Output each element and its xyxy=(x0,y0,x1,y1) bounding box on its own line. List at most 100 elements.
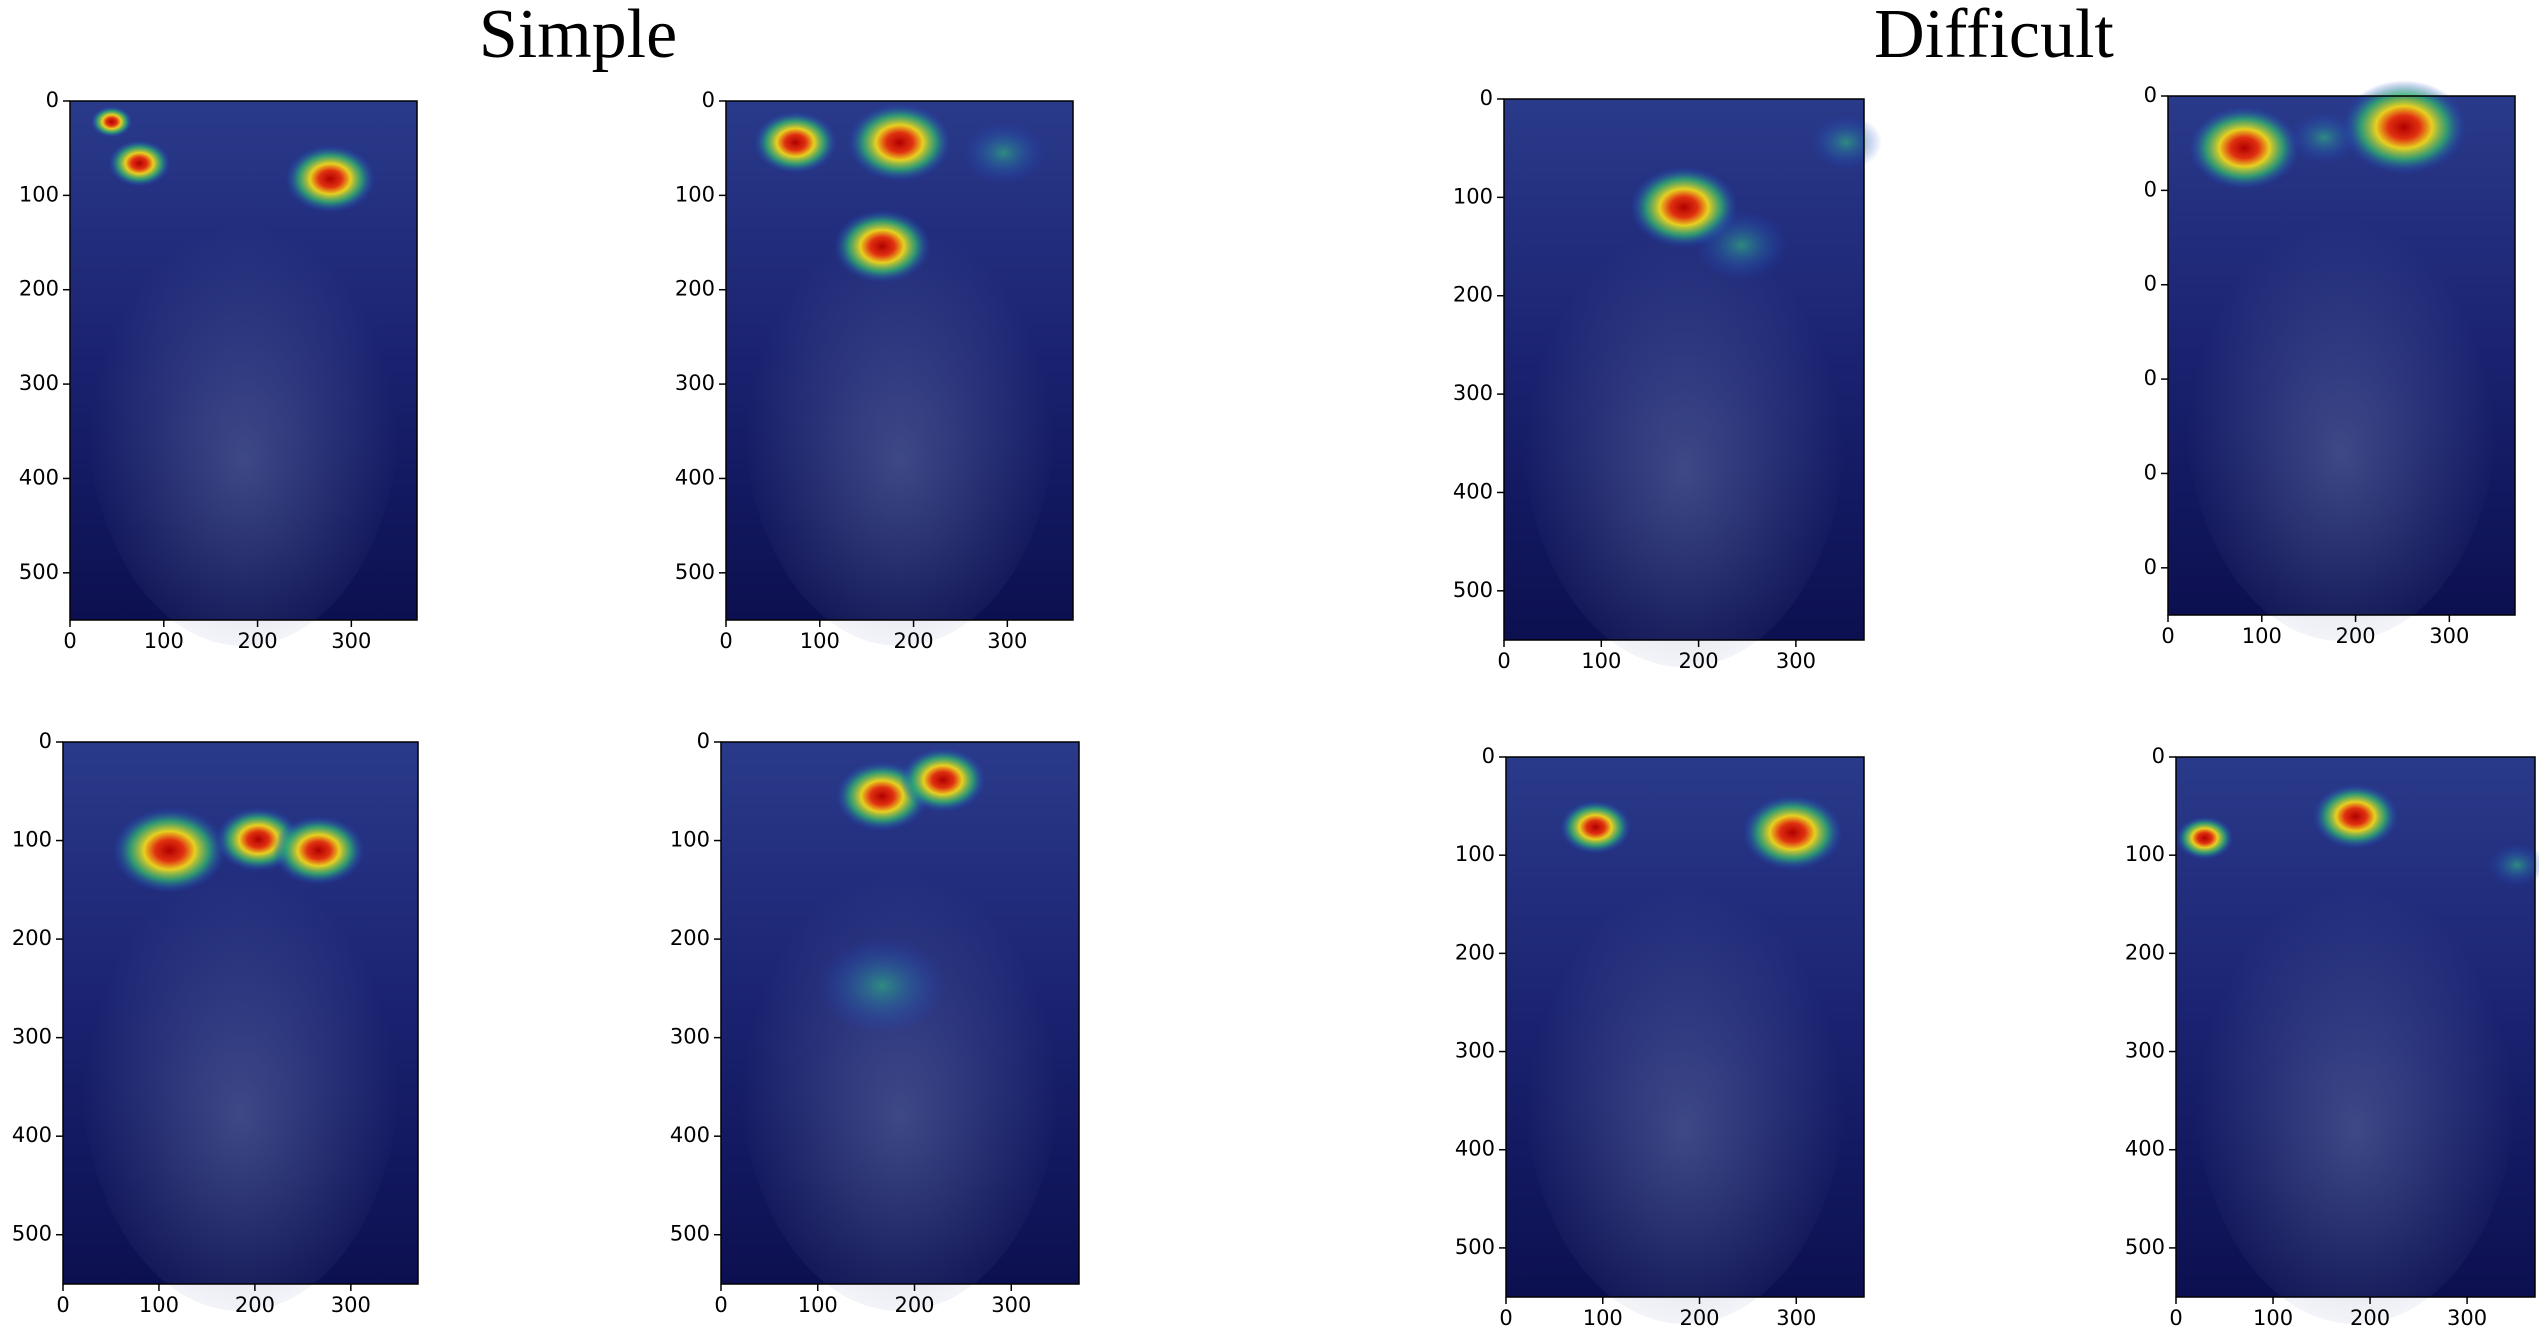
activation xyxy=(2341,80,2467,174)
y-tick-label: 0 xyxy=(2144,83,2157,107)
axes-frame xyxy=(725,100,1074,621)
activation xyxy=(900,747,986,813)
y-tick-label: 0 xyxy=(46,88,59,112)
activation xyxy=(108,139,171,187)
x-tick-label: 200 xyxy=(894,1293,934,1317)
x-tick-label: 300 xyxy=(2447,1306,2487,1330)
activation xyxy=(285,145,376,213)
x-tick-label: 100 xyxy=(2253,1306,2293,1330)
y-tick-label: 400 xyxy=(670,1123,710,1147)
activation xyxy=(847,103,952,182)
y-tick-label: 500 xyxy=(2125,1235,2165,1259)
y-tick-label: 0 xyxy=(702,88,715,112)
y-tick-label: 500 xyxy=(1455,1235,1495,1259)
x-tick-label: 0 xyxy=(56,1293,69,1317)
axes-frame xyxy=(1505,756,1865,1298)
activation xyxy=(272,815,365,886)
x-tick-label: 200 xyxy=(2336,624,2376,648)
x-tick-label: 100 xyxy=(800,629,840,653)
activation xyxy=(753,111,838,174)
y-tick-label: 100 xyxy=(1453,184,1493,208)
x-tick-label: 300 xyxy=(1776,1306,1816,1330)
tissue xyxy=(738,823,1062,1312)
axes-frame xyxy=(62,741,419,1285)
y-tick-label: 500 xyxy=(675,560,715,584)
y-tick-label: 200 xyxy=(19,277,59,301)
y-tick-label: 500 xyxy=(670,1222,710,1246)
y-tick-label: 500 xyxy=(19,560,59,584)
x-tick-label: 0 xyxy=(1497,649,1510,673)
activation xyxy=(90,106,133,138)
y-tick-label: 400 xyxy=(2125,1137,2165,1161)
y-tick-label: 0 xyxy=(39,729,52,753)
y-tick-label: 0 xyxy=(697,729,710,753)
y-tick-label: 100 xyxy=(675,182,715,206)
axes-frame xyxy=(2167,95,2516,616)
y-tick-label: 100 xyxy=(19,182,59,206)
x-tick-label: 100 xyxy=(2242,624,2282,648)
x-tick-label: 0 xyxy=(714,1293,727,1317)
activation xyxy=(2488,843,2539,887)
x-tick-label: 200 xyxy=(894,629,934,653)
x-tick-label: 100 xyxy=(1583,1306,1623,1330)
x-tick-label: 100 xyxy=(798,1293,838,1317)
tissue xyxy=(2185,173,2498,641)
y-tick-label: 400 xyxy=(1453,479,1493,503)
tissue xyxy=(743,178,1056,646)
group-title: Difficult xyxy=(1874,0,2114,73)
y-tick-label: 300 xyxy=(675,371,715,395)
x-tick-label: 200 xyxy=(1679,1306,1719,1330)
activation xyxy=(112,807,227,894)
y-tick-label: 0 xyxy=(2144,177,2157,201)
x-tick-label: 0 xyxy=(63,629,76,653)
x-tick-label: 0 xyxy=(1499,1306,1512,1330)
y-tick-label: 500 xyxy=(1453,578,1493,602)
activation xyxy=(1742,795,1843,871)
y-tick-label: 0 xyxy=(2144,272,2157,296)
axes-frame xyxy=(2175,756,2536,1298)
y-tick-label: 200 xyxy=(675,277,715,301)
x-tick-label: 300 xyxy=(991,1293,1031,1317)
y-tick-label: 300 xyxy=(12,1025,52,1049)
tissue xyxy=(80,823,401,1312)
y-tick-label: 200 xyxy=(1453,283,1493,307)
axes-frame xyxy=(720,741,1080,1285)
activation xyxy=(1694,209,1789,281)
x-tick-label: 200 xyxy=(2350,1306,2390,1330)
tissue xyxy=(87,178,400,646)
x-tick-label: 300 xyxy=(987,629,1027,653)
y-tick-label: 500 xyxy=(12,1222,52,1246)
activation xyxy=(817,937,947,1035)
activation xyxy=(2289,111,2359,164)
tissue xyxy=(1523,838,1847,1324)
y-tick-label: 100 xyxy=(12,828,52,852)
x-tick-label: 200 xyxy=(1679,649,1719,673)
x-tick-label: 100 xyxy=(139,1293,179,1317)
tissue xyxy=(2193,838,2518,1324)
y-tick-label: 300 xyxy=(1455,1039,1495,1063)
y-tick-label: 100 xyxy=(670,828,710,852)
activation xyxy=(1559,800,1632,855)
y-tick-label: 0 xyxy=(2144,366,2157,390)
y-tick-label: 300 xyxy=(670,1025,710,1049)
axes-frame xyxy=(69,100,418,621)
y-tick-label: 0 xyxy=(1482,744,1495,768)
x-tick-label: 0 xyxy=(719,629,732,653)
x-tick-label: 200 xyxy=(238,629,278,653)
x-tick-label: 300 xyxy=(331,1293,371,1317)
group-title: Simple xyxy=(479,0,677,73)
y-tick-label: 400 xyxy=(19,465,59,489)
activation xyxy=(2312,784,2399,849)
y-tick-label: 400 xyxy=(12,1123,52,1147)
x-tick-label: 300 xyxy=(2429,624,2469,648)
y-tick-label: 200 xyxy=(2125,940,2165,964)
y-tick-label: 0 xyxy=(2144,555,2157,579)
activation xyxy=(961,121,1046,185)
activation xyxy=(2176,816,2234,860)
x-tick-label: 0 xyxy=(2169,1306,2182,1330)
y-tick-label: 200 xyxy=(12,926,52,950)
y-tick-label: 400 xyxy=(1455,1137,1495,1161)
x-tick-label: 200 xyxy=(235,1293,275,1317)
activation xyxy=(833,209,931,283)
